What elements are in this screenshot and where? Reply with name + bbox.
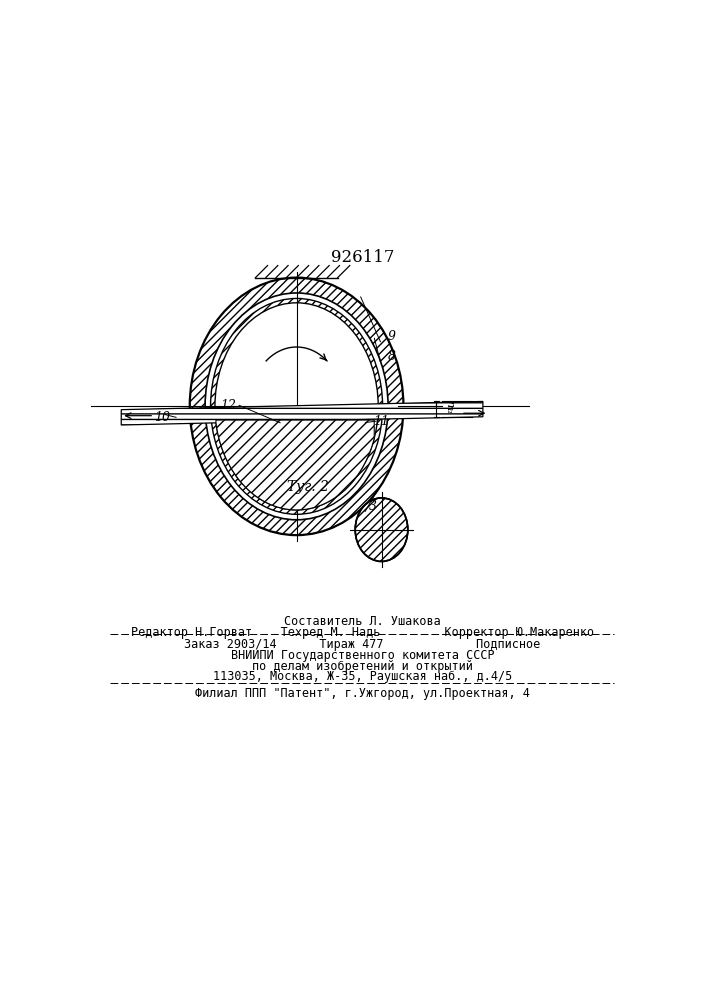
Text: n₁: n₁ [445,404,453,414]
Text: 113035, Москва, Ж-35, Раушская наб., д.4/5: 113035, Москва, Ж-35, Раушская наб., д.4… [213,670,512,683]
Text: 8: 8 [387,350,395,363]
Polygon shape [216,420,374,510]
Text: Редактор Н.Горват    Техред М. Надь         Корректор Ю.Макаренко: Редактор Н.Горват Техред М. Надь Коррект… [131,626,594,639]
Text: по делам изобретений и открытий: по делам изобретений и открытий [252,660,473,673]
Text: 11: 11 [373,415,390,428]
Text: 10: 10 [154,411,170,424]
Text: ВНИИПИ Государственного комитета СССР: ВНИИПИ Государственного комитета СССР [230,649,494,662]
Text: Τуг. 2: Τуг. 2 [286,480,329,494]
Text: 926117: 926117 [331,249,394,266]
Text: 3: 3 [369,500,378,513]
Polygon shape [122,401,483,425]
Text: Составитель Л. Ушакова: Составитель Л. Ушакова [284,615,440,628]
Ellipse shape [189,278,404,535]
Ellipse shape [205,293,388,520]
Ellipse shape [355,498,408,561]
Text: Филиал ППП "Патент", г.Ужгород, ул.Проектная, 4: Филиал ППП "Патент", г.Ужгород, ул.Проек… [195,687,530,700]
Text: Заказ 2903/14      Тираж 477             Подписное: Заказ 2903/14 Тираж 477 Подписное [185,638,540,651]
Ellipse shape [211,298,382,514]
Ellipse shape [215,303,378,510]
Text: 9: 9 [387,330,395,343]
Text: n: n [445,400,455,407]
Text: 12: 12 [220,399,236,412]
